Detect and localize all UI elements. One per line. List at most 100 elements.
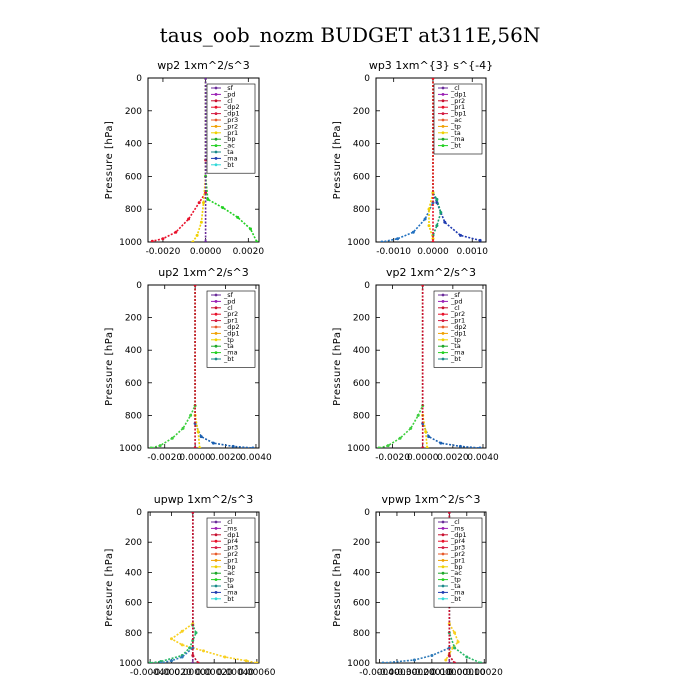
data-point xyxy=(199,220,203,224)
legend-entry: _ta xyxy=(450,129,461,137)
legend-entry: _pr2 xyxy=(223,122,238,130)
data-point xyxy=(223,655,227,659)
y-tick-label: 1000 xyxy=(347,238,370,248)
chart-panels: wp2 1xm^2/s^3 Pressure [hPa] 0 200 400 600 800… xyxy=(104,59,503,678)
y-tick-label: 400 xyxy=(125,140,142,150)
legend-entry: _ma xyxy=(450,588,465,596)
legend-entry: _ta xyxy=(450,582,461,590)
legend-marker xyxy=(441,527,445,530)
x-tick-label: -0.0020 xyxy=(147,453,182,463)
legend-entry: _pr1 xyxy=(223,317,238,325)
legend-entry: _pr1 xyxy=(450,103,465,111)
x-tick-label: -0.00040 xyxy=(359,668,400,678)
data-point xyxy=(431,240,435,242)
legend-entry: _ac xyxy=(450,569,462,577)
data-point xyxy=(453,646,457,650)
legend-entry: _bp1 xyxy=(450,110,467,118)
series-line-tp xyxy=(160,512,194,663)
chart-panel-4: vp2 1xm^2/s^3 Pressure [hPa] 0 200 400 600 800… xyxy=(332,266,499,463)
legend-marker xyxy=(214,357,218,361)
data-point xyxy=(447,654,451,657)
y-tick-label: 0 xyxy=(136,508,142,518)
series-line-pr1 xyxy=(194,285,201,448)
x-tick-label: 0.00010 xyxy=(448,668,485,678)
x-tick-label: 0.00020 xyxy=(466,668,503,678)
data-point xyxy=(380,240,384,242)
panel-title: vp2 1xm^2/s^3 xyxy=(386,266,476,279)
data-point xyxy=(197,201,201,205)
legend-entry: _dp1 xyxy=(450,329,467,337)
legend-marker xyxy=(441,571,445,575)
legend-entry: _ma xyxy=(223,154,238,162)
y-tick-label: 400 xyxy=(353,140,370,150)
data-point xyxy=(439,211,443,214)
legend: _sf_pd_cl_pr2_pr1_dp2_dp1_tp_ta_ma_bt xyxy=(433,290,483,368)
legend-entry: _ta xyxy=(223,148,234,156)
legend-marker xyxy=(441,597,445,601)
series-line-cl xyxy=(152,78,207,242)
legend-marker xyxy=(441,584,445,588)
data-point xyxy=(188,646,192,650)
legend: _cl_ms_dp1_pr4_pr3_pr2_pr1_bp_ac_tp_ta_m… xyxy=(433,517,483,608)
legend-entry: _tp xyxy=(223,576,234,584)
plot-frame xyxy=(375,511,487,664)
legend-entry: _bt xyxy=(450,142,461,150)
data-point xyxy=(202,201,205,205)
legend-entry: _ma xyxy=(450,135,465,143)
legend-marker xyxy=(214,93,218,96)
legend-marker xyxy=(441,118,445,122)
data-point xyxy=(427,207,431,211)
legend-entry: _tp xyxy=(450,122,461,130)
series-group xyxy=(148,512,259,663)
series-line-ac xyxy=(149,512,197,663)
data-point xyxy=(435,197,439,201)
legend-entry: _pr2 xyxy=(450,310,465,318)
data-point xyxy=(170,637,173,641)
data-point xyxy=(211,441,215,445)
legend-marker xyxy=(214,571,218,575)
legend-marker xyxy=(441,325,445,329)
series-line-tp xyxy=(381,78,434,242)
legend-marker xyxy=(441,539,445,543)
y-tick-label: 200 xyxy=(125,314,142,324)
legend-box xyxy=(206,290,256,368)
data-point xyxy=(409,426,413,430)
legend: _cl_ms_dp1_pr4_pr3_pr2_pr1_bp_ac_tp_ta_m… xyxy=(206,517,256,608)
panel-title: upwp 1xm^2/s^3 xyxy=(154,493,254,506)
legend-marker xyxy=(441,93,445,96)
data-point xyxy=(456,640,460,644)
legend-marker xyxy=(441,144,445,148)
chart-panel-6: vpwp 1xm^2/s^3 Pressure [hPa] 0 200 400 600 80… xyxy=(332,493,503,678)
data-point xyxy=(458,444,462,448)
data-point xyxy=(158,444,162,448)
legend-marker xyxy=(214,584,218,588)
x-tick-label: 0.0040 xyxy=(240,453,272,463)
y-tick-label: 800 xyxy=(125,629,142,639)
legend-marker xyxy=(441,565,445,569)
legend-marker xyxy=(441,546,445,549)
x-tick-label: 0.0000 xyxy=(179,453,211,463)
legend-entry: _bt xyxy=(450,355,461,363)
legend-marker xyxy=(214,565,218,569)
legend-entry: _ac xyxy=(223,142,235,150)
data-point xyxy=(255,661,259,663)
data-point xyxy=(478,238,482,242)
legend-marker xyxy=(214,552,218,556)
y-tick-label: 600 xyxy=(353,379,370,389)
y-tick-label: 400 xyxy=(353,568,370,578)
data-point xyxy=(430,654,434,657)
y-tick-label: 800 xyxy=(353,411,370,421)
data-point xyxy=(459,233,462,237)
legend-marker xyxy=(441,591,445,594)
data-point xyxy=(231,444,235,448)
legend-entry: _dp2 xyxy=(223,103,240,111)
chart-panel-1: wp2 1xm^2/s^3 Pressure [hPa] 0 200 400 600 800… xyxy=(104,59,264,257)
y-tick-label: 0 xyxy=(364,74,370,84)
legend-entry: _ta xyxy=(223,582,234,590)
legend-entry: _pd xyxy=(450,297,463,305)
series-line-tp xyxy=(421,285,481,448)
y-tick-label: 600 xyxy=(353,599,370,609)
x-tick-label: 0.00040 xyxy=(217,668,254,678)
data-point xyxy=(194,631,198,635)
data-point xyxy=(249,227,252,231)
